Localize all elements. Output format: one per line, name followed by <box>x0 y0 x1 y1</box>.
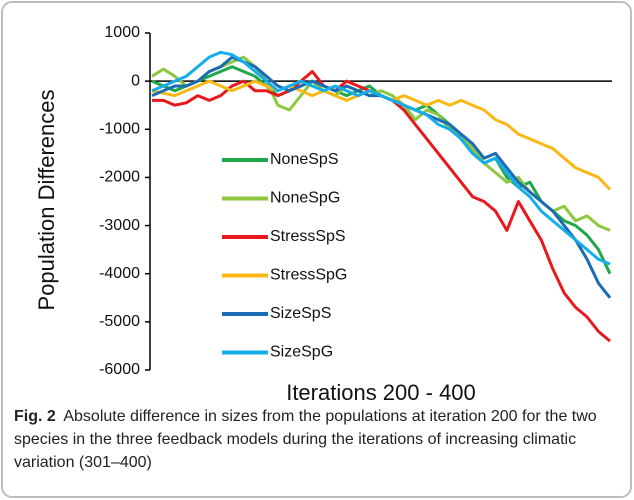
series-line <box>152 70 611 343</box>
series-line <box>151 55 612 299</box>
y-tick-label: -4000 <box>99 265 140 282</box>
series-line <box>151 79 612 191</box>
y-tick-label: -6000 <box>99 361 140 378</box>
x-axis-label: Iterations 200 - 400 <box>286 380 476 405</box>
legend-label: NoneSpG <box>270 190 340 207</box>
series-line <box>151 50 611 266</box>
legend-label: StressSpS <box>270 228 346 245</box>
y-tick-label: 0 <box>131 72 140 89</box>
y-tick-label: -2000 <box>99 169 140 186</box>
y-tick-label: -1000 <box>99 121 140 138</box>
caption: Fig. 2 Absolute difference in sizes from… <box>14 405 620 474</box>
caption-text: Absolute difference in sizes from the po… <box>14 408 597 471</box>
legend-label: StressSpG <box>270 267 347 284</box>
y-tick-label: -5000 <box>99 313 140 330</box>
legend-label: SizeSpS <box>270 305 331 322</box>
y-axis-label: Population Differences <box>34 90 59 311</box>
caption-label: Fig. 2 <box>14 408 56 425</box>
legend-label: SizeSpG <box>270 344 333 361</box>
y-tick-label: -3000 <box>99 217 140 234</box>
y-tick-label: 1000 <box>104 24 140 41</box>
legend-label: NoneSpS <box>270 151 339 168</box>
